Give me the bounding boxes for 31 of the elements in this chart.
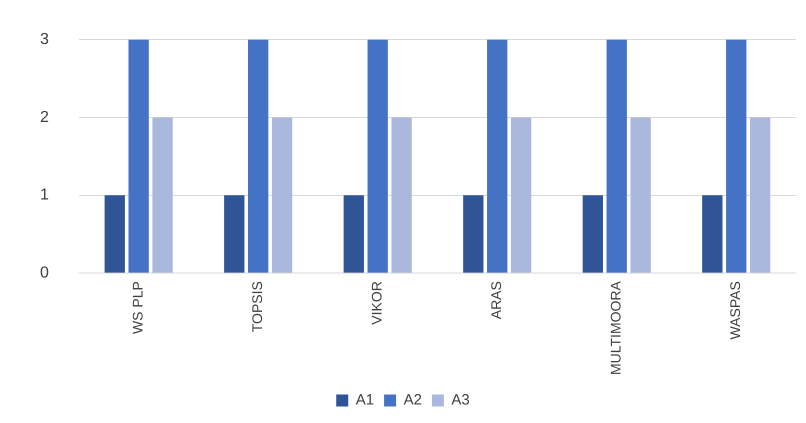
bar (391, 117, 412, 273)
y-tick-label: 3 (40, 31, 49, 48)
bar (248, 40, 268, 273)
x-tick-label: TOPSIS (249, 281, 266, 332)
y-tick-label: 1 (40, 186, 49, 204)
x-tick-label: WS PLP (130, 281, 146, 334)
x-tick-label: ARAS (488, 281, 504, 320)
legend-label: A2 (404, 392, 422, 409)
y-tick-label: 2 (40, 108, 49, 126)
y-tick-label: 0 (40, 264, 49, 282)
x-tick-label: MULTIMOORA (608, 280, 624, 376)
bar (750, 117, 770, 273)
bar (344, 195, 364, 273)
bar (630, 117, 651, 273)
bar (702, 195, 722, 273)
bar (726, 40, 746, 273)
bar (224, 195, 244, 273)
bar (368, 40, 388, 273)
bar (582, 195, 603, 273)
bar (152, 117, 173, 273)
bar (104, 195, 125, 273)
bar (463, 195, 484, 273)
bar (487, 40, 508, 273)
bar (606, 40, 627, 273)
legend-label: A1 (356, 392, 374, 409)
bar (128, 40, 149, 273)
x-tick-label: VIKOR (368, 281, 385, 325)
x-tick-label: WASPAS (727, 281, 744, 340)
legend-label: A3 (451, 392, 470, 409)
bar (272, 117, 292, 273)
bar (510, 117, 532, 273)
